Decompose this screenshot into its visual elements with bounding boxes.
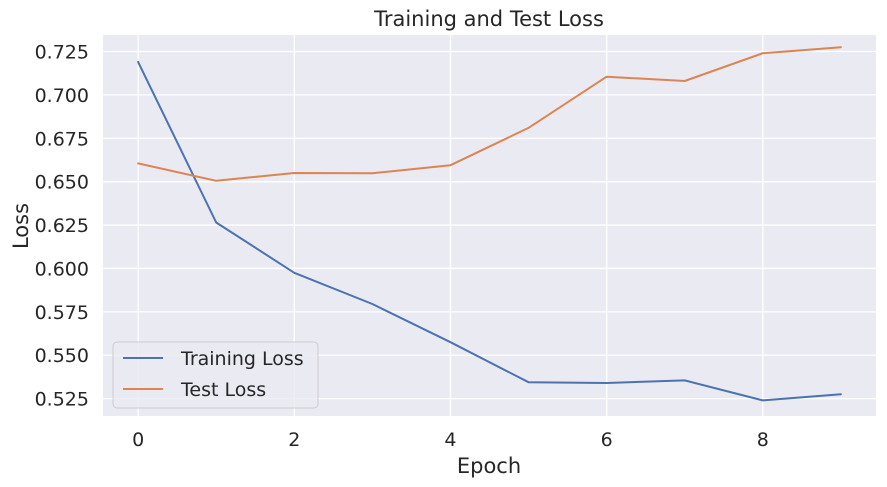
y-tick-label: 0.725 [35,41,89,63]
legend-label-training-loss: Training Loss [180,348,304,370]
series-line-test-loss [137,46,842,182]
chart-title: Training and Test Loss [373,7,604,31]
grid-lines [103,35,876,416]
y-tick-label: 0.575 [35,302,89,324]
x-tick-label: 8 [757,429,769,451]
legend-label-test-loss: Test Loss [180,379,266,401]
x-tick-label: 0 [132,429,144,451]
x-tick-label: 6 [601,429,613,451]
x-tick-labels: 0 2 4 6 8 [132,429,769,451]
y-tick-label: 0.650 [35,172,89,194]
x-tick-label: 4 [444,429,456,451]
y-tick-label: 0.625 [35,215,89,237]
y-tick-label: 0.700 [35,85,89,107]
series-lines [137,46,842,402]
y-tick-label: 0.600 [35,258,89,280]
legend: Training Loss Test Loss [112,341,319,409]
series-line-training-loss [137,60,842,402]
y-tick-label: 0.550 [35,345,89,367]
y-axis-title: Loss [9,203,33,249]
y-tick-labels: 0.525 0.550 0.575 0.600 0.625 0.650 0.675 0.700… [35,41,89,410]
y-tick-label: 0.675 [35,128,89,150]
x-axis-title: Epoch [457,454,521,478]
x-tick-label: 2 [288,429,300,451]
y-tick-label: 0.525 [35,389,89,411]
legend-box [112,341,319,409]
